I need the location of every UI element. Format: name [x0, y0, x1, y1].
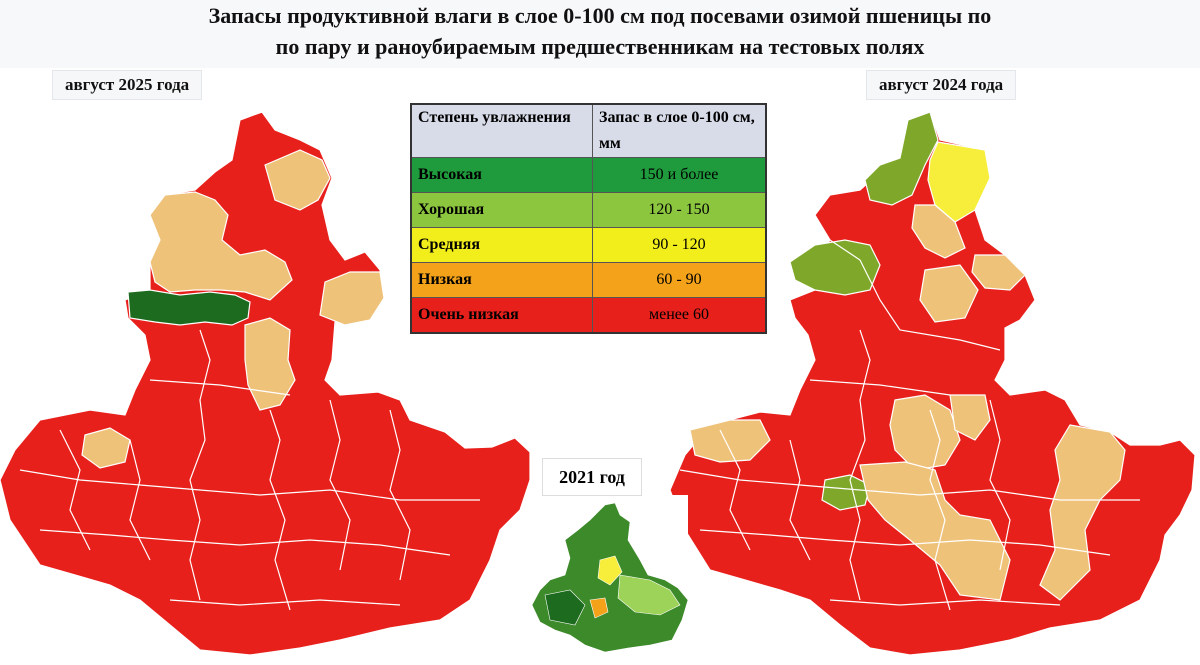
region-low-center-2025 — [244, 317, 296, 411]
region-low-5-2024 — [859, 461, 1011, 601]
legend-range: 90 - 120 — [592, 227, 767, 263]
legend-row-low: Низкая 60 - 90 — [410, 262, 767, 298]
legend-header-range: Запас в слое 0-100 см, мм — [592, 103, 767, 158]
region-low-nw-2025 — [149, 191, 293, 301]
legend-table: Степень увлажнения Запас в слое 0-100 см… — [410, 103, 767, 334]
region-low-west-2025 — [81, 427, 131, 469]
region-low-2-2024 — [971, 254, 1026, 291]
inset-region-orange — [589, 597, 609, 619]
region-low-east-2025 — [319, 271, 385, 326]
inset-region-light — [617, 574, 681, 616]
region-high-2025 — [127, 289, 251, 326]
map-2024-label: август 2024 года — [866, 70, 1017, 100]
district-borders-2024 — [679, 239, 1140, 611]
legend-level: Очень низкая — [410, 297, 593, 334]
inset-region-dark — [544, 589, 586, 626]
legend-row-medium: Средняя 90 - 120 — [410, 227, 767, 263]
district-borders-2025 — [19, 329, 480, 611]
legend-row-very-low: Очень низкая менее 60 — [410, 297, 767, 334]
page-title: Запасы продуктивной влаги в слое 0-100 с… — [0, 0, 1200, 68]
legend-range: 60 - 90 — [592, 262, 767, 298]
legend-level: Средняя — [410, 227, 593, 263]
legend-row-good: Хорошая 120 - 150 — [410, 192, 767, 228]
region-low-1-2024 — [911, 204, 966, 259]
legend-level: Высокая — [410, 157, 593, 193]
region-low-7-2024 — [689, 419, 771, 463]
inset-region-yellow — [597, 555, 623, 586]
region-low-3-2024 — [919, 264, 979, 323]
map-2024 — [669, 111, 1196, 656]
legend-header-level: Степень увлажнения — [410, 103, 593, 158]
legend-row-high: Высокая 150 и более — [410, 157, 767, 193]
region-low-north-2025 — [264, 149, 331, 211]
title-line-2: по пару и раноубираемым предшественникам… — [275, 34, 925, 59]
legend-level: Низкая — [410, 262, 593, 298]
region-good-north-2024 — [864, 111, 939, 206]
inset-2021-label: 2021 год — [542, 458, 642, 496]
region-low-8-2024 — [949, 394, 991, 441]
legend-range: менее 60 — [592, 297, 767, 334]
legend-range: 120 - 150 — [592, 192, 767, 228]
map-2025-label: август 2025 года — [52, 70, 203, 100]
legend-header: Степень увлажнения Запас в слое 0-100 см… — [410, 103, 767, 158]
region-low-4-2024 — [889, 394, 961, 471]
map-2025 — [0, 111, 531, 656]
region-low-6-2024 — [1039, 424, 1126, 601]
legend-level: Хорошая — [410, 192, 593, 228]
region-good-south-2024 — [821, 474, 871, 511]
inset-map-2021 — [528, 495, 689, 657]
region-good-west-2024 — [789, 239, 881, 296]
legend-range: 150 и более — [592, 157, 767, 193]
title-line-1: Запасы продуктивной влаги в слое 0-100 с… — [208, 3, 992, 28]
